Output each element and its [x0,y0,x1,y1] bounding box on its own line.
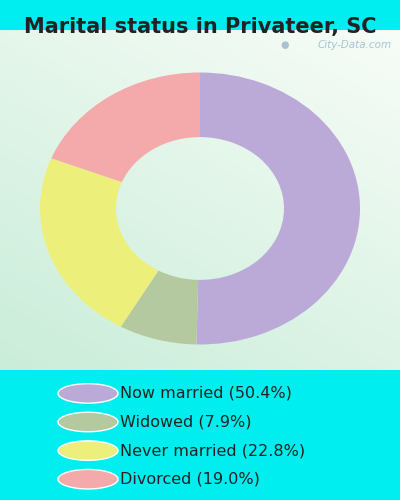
Text: Widowed (7.9%): Widowed (7.9%) [120,414,252,430]
Wedge shape [121,270,198,344]
Wedge shape [196,72,360,344]
Text: Divorced (19.0%): Divorced (19.0%) [120,472,260,486]
Text: City-Data.com: City-Data.com [318,40,392,50]
Circle shape [58,384,118,403]
Text: Never married (22.8%): Never married (22.8%) [120,443,305,458]
Text: Marital status in Privateer, SC: Marital status in Privateer, SC [24,18,376,38]
Circle shape [58,441,118,460]
Wedge shape [51,72,200,182]
Text: ●: ● [280,40,288,50]
Circle shape [58,470,118,489]
Wedge shape [40,158,158,326]
Text: Now married (50.4%): Now married (50.4%) [120,386,292,401]
Circle shape [58,412,118,432]
